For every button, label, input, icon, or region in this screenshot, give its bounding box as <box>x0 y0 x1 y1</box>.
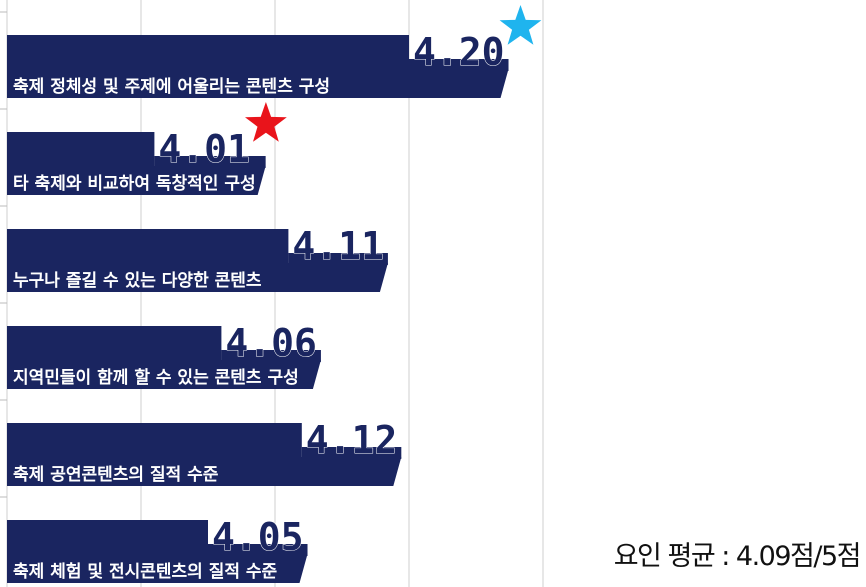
value-label: 4.01 <box>158 127 250 171</box>
value-label: 4.06 <box>225 321 317 365</box>
annotation: 요인 평균 : 4.09점/5점 <box>614 541 860 572</box>
bar <box>7 326 222 362</box>
value-box <box>208 544 308 556</box>
bar <box>7 423 302 459</box>
value-box <box>409 59 509 71</box>
category-label: 축제 체험 및 전시콘텐츠의 질적 수준 <box>13 561 278 582</box>
value-label: 4.05 <box>212 515 304 559</box>
value-label: 4.11 <box>292 224 384 268</box>
value-label: 4.20 <box>413 30 505 74</box>
category-label: 지역민들이 함께 할 수 있는 콘텐츠 구성 <box>13 367 299 388</box>
star <box>499 5 542 45</box>
label-box <box>7 457 402 486</box>
category-label: 타 축제와 비교하여 독창적인 구성 <box>13 174 256 194</box>
category-label: 축제 공연콘텐츠의 질적 수준 <box>13 464 219 485</box>
bar <box>7 229 289 265</box>
label-box <box>7 554 308 583</box>
bar <box>7 35 409 71</box>
label-box <box>7 360 321 389</box>
label-box <box>7 69 509 98</box>
bar <box>7 520 208 556</box>
value-box <box>221 350 321 362</box>
value-box <box>301 447 402 459</box>
category-label: 누구나 즐길 수 있는 다양한 콘텐츠 <box>13 271 262 291</box>
value-label: 4.12 <box>306 418 398 462</box>
label-box <box>7 166 266 195</box>
star <box>245 102 287 142</box>
category-label: 축제 정체성 및 주제에 어울리는 콘텐츠 구성 <box>13 77 330 97</box>
label-box <box>7 263 388 292</box>
value-box <box>154 156 266 168</box>
bar <box>7 132 155 168</box>
value-box <box>288 253 388 265</box>
